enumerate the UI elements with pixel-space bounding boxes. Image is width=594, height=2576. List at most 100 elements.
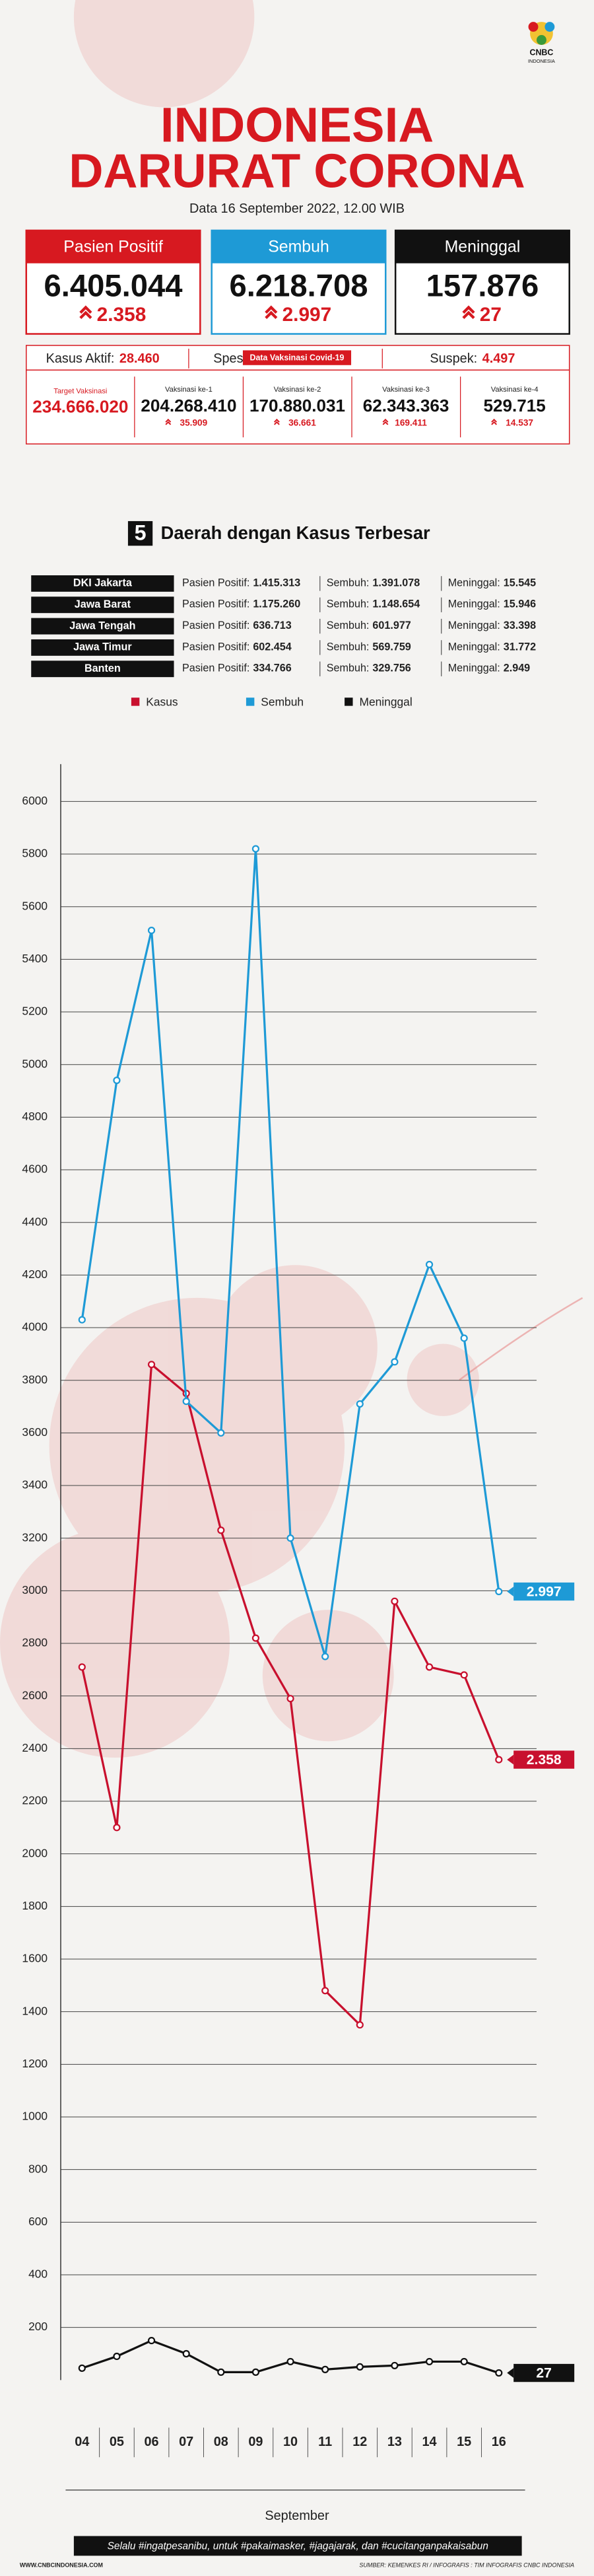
- point: [217, 2368, 225, 2376]
- point: [495, 1756, 503, 1764]
- y-tick-label: 1600: [22, 1952, 48, 1965]
- region-stat: Meninggal: 15.946: [448, 598, 536, 610]
- region-stat-value: 334.766: [253, 662, 291, 674]
- region-stat: Meninggal: 31.772: [448, 641, 536, 653]
- y-tick-label: 2000: [22, 1846, 48, 1859]
- vaccination-box: [26, 369, 570, 445]
- y-tick-label: 3400: [22, 1478, 48, 1491]
- point: [182, 2349, 190, 2358]
- point: [391, 1597, 399, 1605]
- point: [113, 2352, 121, 2361]
- point: [251, 1634, 260, 1642]
- region-stat-value: 1.391.078: [372, 577, 420, 589]
- logo-subtext: INDONESIA: [528, 58, 555, 64]
- y-tick-label: 800: [28, 2162, 48, 2175]
- line: [81, 2339, 500, 2375]
- point: [391, 1358, 399, 1366]
- stat: Suspek: 4.497: [430, 351, 515, 366]
- x-tick-label: 14: [422, 2435, 436, 2449]
- title-line: DARURAT CORONA: [69, 145, 525, 197]
- target-value: 234.666.020: [32, 396, 128, 416]
- region-stat: Sembuh: 1.148.654: [327, 598, 420, 610]
- stat: Kasus Aktif: 28.460: [46, 351, 160, 366]
- region-stat-value: 31.772: [504, 641, 536, 653]
- value-label: 2.358: [527, 1752, 562, 1768]
- x-tick-label: 10: [283, 2435, 298, 2449]
- legend-swatch: [345, 698, 353, 706]
- x-tick-label: 16: [492, 2435, 506, 2449]
- target-label: Target Vaksinasi: [53, 387, 107, 395]
- point: [113, 1077, 121, 1085]
- card-label: Pasien Positif: [63, 238, 163, 256]
- slogan: Selalu #ingatpesanibu, untuk #pakaimaske…: [108, 2541, 488, 2552]
- dose-value: 62.343.363: [363, 396, 449, 415]
- region-stat: Pasien Positif: 636.713: [182, 620, 292, 631]
- region-stat-label: Meninggal:: [448, 577, 500, 589]
- y-tick-label: 6000: [22, 794, 48, 807]
- y-tick-label: 4000: [22, 1320, 48, 1334]
- region-stat-label: Pasien Positif:: [182, 598, 249, 610]
- point: [356, 2021, 364, 2029]
- date: Data 16 September 2022, 12.00 WIB: [189, 201, 405, 216]
- dose-value: 170.880.031: [249, 396, 345, 415]
- region-label-bg: [31, 596, 174, 614]
- regions-number: 5: [135, 520, 147, 544]
- region-stat: Sembuh: 569.759: [327, 641, 411, 653]
- y-tick-label: 1000: [22, 2110, 48, 2123]
- y-tick-label: 1400: [22, 2004, 48, 2017]
- vaccination-title-bg: [242, 350, 352, 365]
- x-tick-label: 05: [110, 2435, 124, 2449]
- background-decoration: [0, 0, 479, 1758]
- region-label-bg: [31, 661, 174, 678]
- region-stat: Sembuh: 1.391.078: [327, 577, 420, 589]
- region-stat: Meninggal: 33.398: [448, 620, 536, 631]
- region-stat-label: Meninggal:: [448, 598, 500, 610]
- value-label-pointer: [507, 1587, 514, 1597]
- value-label-bg: [513, 1582, 575, 1601]
- point: [425, 2357, 434, 2366]
- y-tick-label: 400: [28, 2268, 48, 2281]
- point: [460, 1334, 468, 1342]
- card-header: [211, 230, 386, 264]
- x-tick-label: 04: [75, 2435, 89, 2449]
- region-stat-value: 569.759: [372, 641, 411, 653]
- region-name: Jawa Barat: [75, 598, 131, 610]
- stat-value: 4.497: [482, 351, 515, 366]
- region-stat-label: Pasien Positif:: [182, 577, 249, 589]
- point: [251, 845, 260, 853]
- point: [460, 2357, 468, 2366]
- region-stat-value: 2.949: [504, 662, 530, 674]
- point: [460, 1671, 468, 1679]
- regions-title: Daerah dengan Kasus Terbesar: [161, 522, 430, 543]
- region-stat: Sembuh: 601.977: [327, 620, 411, 631]
- card-value: 157.876: [426, 268, 539, 303]
- region-stat-value: 329.756: [372, 662, 411, 674]
- point: [286, 1534, 294, 1542]
- value-label-pointer: [507, 1754, 514, 1765]
- region-stat: Pasien Positif: 602.454: [182, 641, 292, 653]
- legend-swatch: [246, 698, 255, 706]
- y-tick-label: 4600: [22, 1163, 48, 1176]
- point: [495, 2369, 503, 2377]
- y-tick-label: 600: [28, 2215, 48, 2228]
- value-label-bg: [513, 2363, 575, 2382]
- region-stat-label: Sembuh:: [327, 662, 370, 674]
- y-tick-label: 1800: [22, 1899, 48, 1912]
- legend-label: Sembuh: [261, 695, 304, 708]
- up-arrow: [265, 305, 278, 320]
- point: [356, 1400, 364, 1408]
- y-tick-label: 1200: [22, 2057, 48, 2070]
- point: [286, 1695, 294, 1703]
- card-header: [395, 230, 570, 264]
- y-tick-label: 3200: [22, 1530, 48, 1544]
- region-stat-label: Meninggal:: [448, 662, 500, 674]
- region-stat: Pasien Positif: 1.175.260: [182, 598, 300, 610]
- y-tick-label: 4200: [22, 1268, 48, 1281]
- y-tick-label: 5200: [22, 1005, 48, 1018]
- y-tick-label: 2200: [22, 1794, 48, 1807]
- source: SUMBER: KEMENKES RI / INFOGRAFIS : TIM I…: [359, 2562, 574, 2569]
- region-stat-value: 1.415.313: [253, 577, 300, 589]
- value-label-pointer: [507, 2368, 514, 2379]
